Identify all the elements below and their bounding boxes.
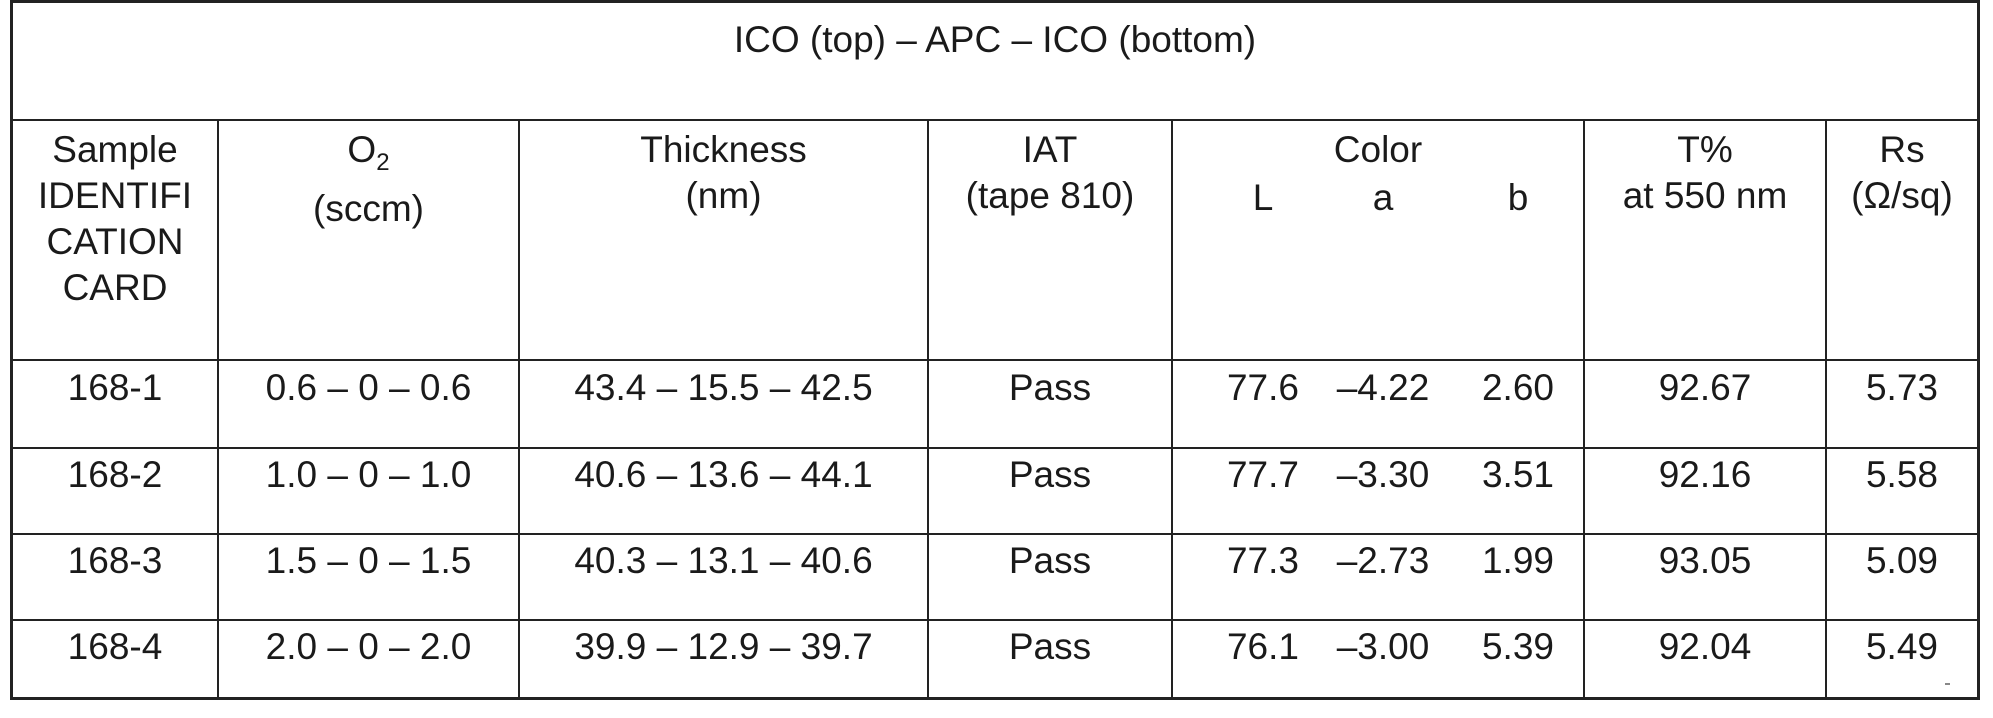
header-rs-line: (Ω/sq) — [1827, 173, 1977, 219]
header-sample-line: IDENTIFI — [13, 173, 217, 219]
header-thickness-line: Thickness — [520, 127, 927, 173]
header-transmission: T% at 550 nm — [1585, 127, 1825, 219]
table-row-2-a: –3.30 — [1318, 452, 1448, 498]
header-o2-unit: (sccm) — [219, 186, 518, 232]
header-o2: O2 (sccm) — [219, 127, 518, 232]
header-o2-label: O2 — [219, 127, 518, 186]
table-row-1-l: 77.6 — [1208, 365, 1318, 411]
table-row-1-t: 92.67 — [1585, 365, 1825, 411]
header-color-b: b — [1468, 175, 1568, 221]
table-row-3-iat: Pass — [929, 538, 1171, 584]
table-row-4-o2: 2.0 – 0 – 2.0 — [219, 624, 518, 670]
header-rs: Rs (Ω/sq) — [1827, 127, 1977, 219]
table-row-3-thickness: 40.3 – 13.1 – 40.6 — [520, 538, 927, 584]
grid-line — [1171, 121, 1173, 697]
table-row-3-b: 1.99 — [1463, 538, 1573, 584]
header-sample-line: CARD — [13, 265, 217, 311]
table-row-4-t: 92.04 — [1585, 624, 1825, 670]
header-thickness: Thickness (nm) — [520, 127, 927, 219]
header-rs-line: Rs — [1827, 127, 1977, 173]
scan-artifact — [1945, 683, 1950, 685]
grid-line — [13, 619, 1977, 621]
table-row-1-o2: 0.6 – 0 – 0.6 — [219, 365, 518, 411]
header-sample-line: Sample — [13, 127, 217, 173]
grid-line — [13, 533, 1977, 535]
table-row-2-thickness: 40.6 – 13.6 – 44.1 — [520, 452, 927, 498]
table-row-2-t: 92.16 — [1585, 452, 1825, 498]
table-row-2-iat: Pass — [929, 452, 1171, 498]
table-row-4-b: 5.39 — [1463, 624, 1573, 670]
grid-line — [13, 447, 1977, 449]
header-transmission-line: at 550 nm — [1585, 173, 1825, 219]
table-row-2-sample: 168-2 — [13, 452, 217, 498]
table-row-4-rs: 5.49 — [1827, 624, 1977, 670]
table-row-4-thickness: 39.9 – 12.9 – 39.7 — [520, 624, 927, 670]
header-iat-line: (tape 810) — [929, 173, 1171, 219]
header-iat: IAT (tape 810) — [929, 127, 1171, 219]
table-row-1-b: 2.60 — [1463, 365, 1573, 411]
header-color-l: L — [1213, 175, 1313, 221]
header-color: Color — [1173, 127, 1583, 173]
table-row-1-a: –4.22 — [1318, 365, 1448, 411]
table-row-3-t: 93.05 — [1585, 538, 1825, 584]
table-row-2-b: 3.51 — [1463, 452, 1573, 498]
table-row-4-a: –3.00 — [1318, 624, 1448, 670]
table-row-3-o2: 1.5 – 0 – 1.5 — [219, 538, 518, 584]
table-row-3-sample: 168-3 — [13, 538, 217, 584]
table-row-2-l: 77.7 — [1208, 452, 1318, 498]
table-row-4-l: 76.1 — [1208, 624, 1318, 670]
data-table: ICO (top) – APC – ICO (bottom) Sample ID… — [10, 0, 1980, 700]
header-thickness-line: (nm) — [520, 173, 927, 219]
table-row-4-sample: 168-4 — [13, 624, 217, 670]
table-row-3-a: –2.73 — [1318, 538, 1448, 584]
table-row-3-rs: 5.09 — [1827, 538, 1977, 584]
table-row-1-rs: 5.73 — [1827, 365, 1977, 411]
table-row-2-rs: 5.58 — [1827, 452, 1977, 498]
header-iat-line: IAT — [929, 127, 1171, 173]
table-row-3-l: 77.3 — [1208, 538, 1318, 584]
header-o2-main: O — [347, 129, 376, 170]
header-sample-line: CATION — [13, 219, 217, 265]
header-sample: Sample IDENTIFI CATION CARD — [13, 127, 217, 311]
table-row-1-iat: Pass — [929, 365, 1171, 411]
header-o2-sub: 2 — [376, 149, 389, 176]
grid-line — [13, 359, 1977, 361]
header-transmission-line: T% — [1585, 127, 1825, 173]
table-row-1-sample: 168-1 — [13, 365, 217, 411]
table-title: ICO (top) – APC – ICO (bottom) — [13, 17, 1977, 63]
table-row-4-iat: Pass — [929, 624, 1171, 670]
header-color-a: a — [1333, 175, 1433, 221]
table-row-1-thickness: 43.4 – 15.5 – 42.5 — [520, 365, 927, 411]
table-row-2-o2: 1.0 – 0 – 1.0 — [219, 452, 518, 498]
grid-line — [13, 119, 1977, 121]
